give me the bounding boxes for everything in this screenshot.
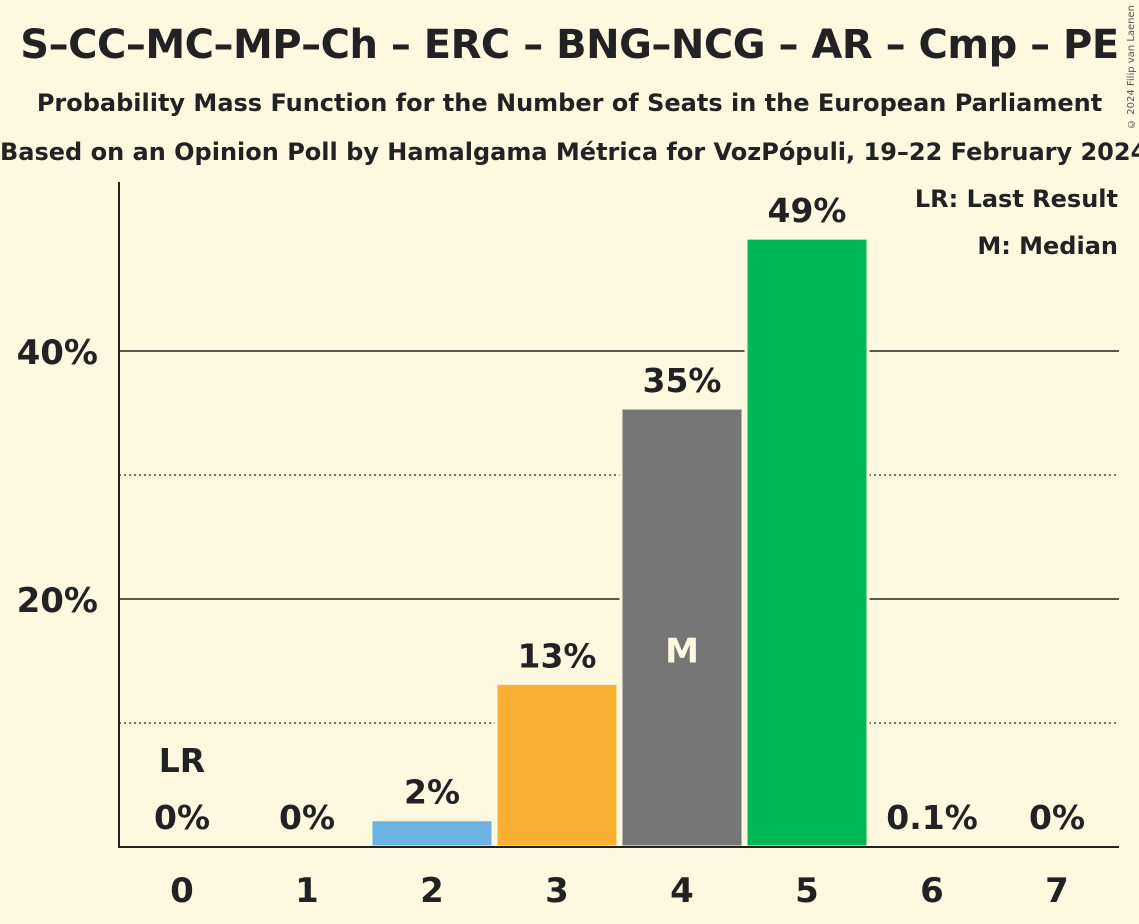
bar <box>744 236 870 849</box>
y-tick-label: 20% <box>17 581 98 621</box>
median-marker: M <box>665 632 699 672</box>
x-tick-label: 4 <box>670 871 694 911</box>
x-tick-label: 0 <box>170 871 194 911</box>
x-tick-label: 2 <box>420 871 444 911</box>
chart-subtitle-source: Based on an Opinion Poll by Hamalgama Mé… <box>0 138 1139 166</box>
y-tick-label: 40% <box>17 333 98 373</box>
x-tick-label: 5 <box>795 871 819 911</box>
x-tick-label: 1 <box>295 871 319 911</box>
bar-value-label: 0.1% <box>886 798 978 837</box>
bar-value-label: 2% <box>404 773 460 812</box>
bar-value-label: 0% <box>279 798 335 837</box>
bar-value-label: 13% <box>518 636 597 675</box>
legend-last-result: LR: Last Result <box>914 185 1118 213</box>
chart-title: S–CC–MC–MP–Ch – ERC – BNG–NCG – AR – Cmp… <box>20 22 1119 68</box>
x-tick-label: 6 <box>920 871 944 911</box>
x-tick-label: 7 <box>1045 871 1069 911</box>
bar <box>619 406 745 849</box>
chart-subtitle: Probability Mass Function for the Number… <box>36 89 1103 117</box>
x-tick-label: 3 <box>545 871 569 911</box>
legend-median: M: Median <box>977 232 1118 260</box>
last-result-marker: LR <box>159 741 205 780</box>
bar <box>369 818 495 849</box>
bar <box>494 681 620 849</box>
bar-value-label: 35% <box>643 361 722 400</box>
bar-value-label: 0% <box>1029 798 1085 837</box>
bar-value-label: 49% <box>768 191 847 230</box>
bar-value-label: 0% <box>154 798 210 837</box>
